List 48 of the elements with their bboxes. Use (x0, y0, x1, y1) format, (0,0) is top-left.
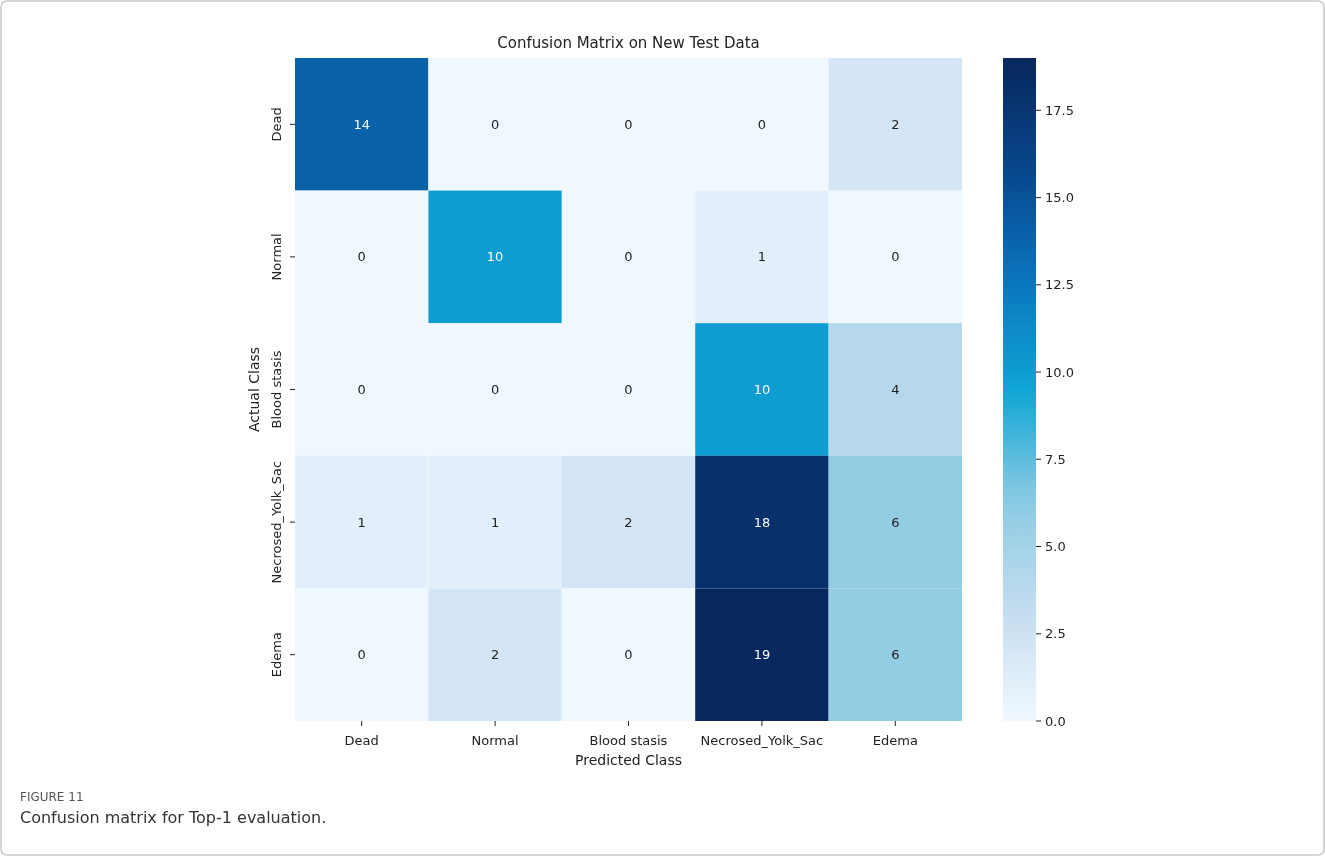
chart-title: Confusion Matrix on New Test Data (497, 34, 760, 52)
data-label: 0 (490, 382, 500, 398)
data-label: 18 (753, 514, 771, 530)
data-label: 0 (757, 116, 767, 132)
data-label: 0 (357, 647, 366, 663)
data-label: 10 (486, 249, 504, 265)
y-tick-label: Edema (269, 632, 284, 678)
text: Confusion matrix for Top-1 evaluation. (20, 808, 327, 827)
data-label: 0 (624, 116, 633, 132)
color-bar-label: 7.5 (1045, 451, 1066, 467)
data-label: 6 (891, 514, 900, 530)
data-label: 0 (624, 647, 633, 663)
y-axis-title: Actual Class (246, 346, 262, 433)
data-label: 2 (490, 647, 500, 663)
x-tick-label: Blood stasis (589, 733, 668, 748)
data-label: 1 (757, 249, 767, 265)
y-tick-label: Dead (269, 107, 284, 142)
y-tick-label: Normal (269, 233, 284, 281)
data-label: 0 (624, 249, 633, 265)
x-tick-label: Normal (471, 733, 519, 748)
x-tick-label: Edema (872, 733, 918, 748)
data-label: 19 (753, 647, 771, 663)
color-bar-label: 2.5 (1045, 626, 1066, 642)
color-bar-label: 12.5 (1045, 277, 1074, 293)
data-label: 6 (891, 647, 900, 663)
data-label: 0 (357, 249, 366, 265)
caption: FIGURE 11 (20, 790, 84, 804)
x-tick-label: Dead (344, 733, 379, 748)
data-label: 4 (891, 382, 900, 398)
color-bar-label: 0.0 (1045, 713, 1066, 729)
color-bar-label: 15.0 (1045, 190, 1074, 206)
x-axis-title: Predicted Class (574, 752, 683, 768)
color-bar-label: 17.5 (1045, 102, 1074, 118)
y-tick-label: Blood stasis (269, 350, 284, 429)
y-tick-label: Necrosed_Yolk_Sac (269, 460, 284, 584)
x-tick-label: Necrosed_Yolk_Sac (700, 733, 824, 748)
data-label: 0 (357, 382, 366, 398)
data-label: 10 (753, 382, 771, 398)
color-bar-label: 10.0 (1045, 364, 1074, 380)
color-bar-label: 5.0 (1045, 539, 1066, 555)
data-label: 0 (624, 382, 633, 398)
data-label: 2 (891, 116, 900, 132)
data-label: 14 (353, 116, 370, 132)
data-label: 0 (891, 249, 900, 265)
data-label: 1 (357, 514, 366, 530)
data-label: 0 (490, 116, 500, 132)
data-label: 1 (490, 514, 500, 530)
data-label: 2 (624, 514, 633, 530)
